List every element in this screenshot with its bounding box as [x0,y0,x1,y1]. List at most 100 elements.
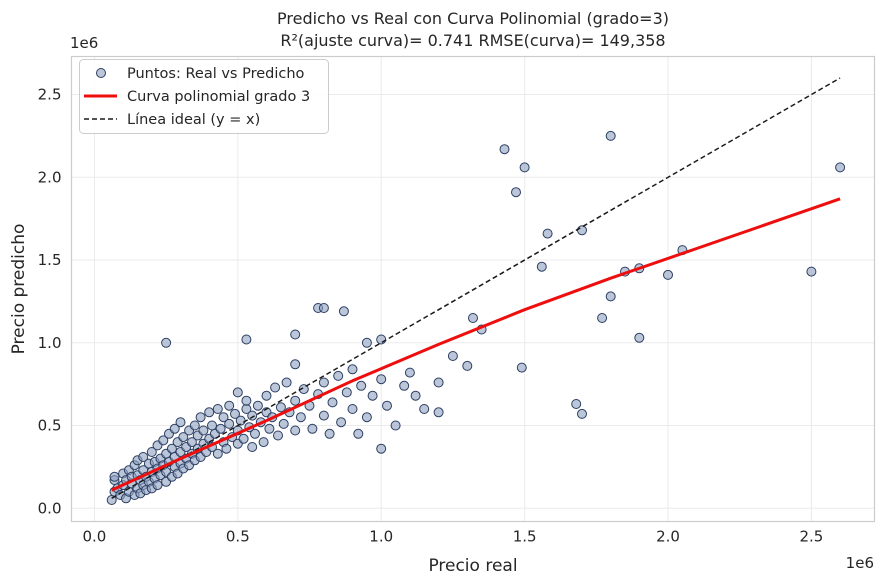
scatter-point [376,374,387,385]
x-tick-label: 2.0 [656,528,680,546]
scatter-point [258,437,269,448]
x-ticks: 0.0 0.5 1.0 1.5 2.0 2.5 [83,528,824,546]
y-axis-label: Precio predicho [9,224,29,355]
scatter-point [605,291,616,302]
plot-area [106,77,846,505]
x-tick-label: 1.5 [513,528,537,546]
y-tick-label: 0.0 [38,499,62,517]
scatter-point [410,390,421,401]
scatter-point [218,412,229,423]
scatter-point [577,408,587,419]
scatter-point [138,452,149,462]
scatter-point [152,480,163,491]
scatter-point [338,306,349,317]
y-tick-label: 1.0 [38,334,62,352]
scatter-point [356,380,367,391]
scatter-point [158,435,169,446]
scatter-point [189,420,200,431]
scatter-point [835,162,846,173]
scatter-point [404,367,415,378]
scatter-point [419,404,430,414]
scatter-point [290,425,301,436]
scatter-point [215,423,226,434]
y-ticks: 0.0 0.5 1.0 1.5 2.0 2.5 [38,86,62,518]
scatter-point [161,337,172,348]
scatter-point [270,382,281,393]
scatter-point [252,400,263,411]
y-tick-label: 1.5 [38,251,62,269]
scatter-point [221,443,232,454]
scatter-point [663,269,673,280]
scatter-point [597,313,608,323]
scatter-point [806,266,817,277]
scatter-point [347,404,358,414]
y-tick-label: 0.5 [38,417,62,435]
scatter-point [353,428,364,439]
x-tick-label: 1.0 [369,528,393,546]
scatter-point [499,144,510,155]
scatter-point [341,387,352,398]
scatter-point [361,337,372,348]
plot-frame [70,55,876,523]
scatter-point [278,418,289,429]
legend-marker-points [96,68,106,78]
y-tick-label: 2.5 [38,86,62,104]
chart-title: Predicho vs Real con Curva Polinomial (g… [277,9,669,28]
chart-subtitle: R²(ajuste curva)= 0.741 RMSE(curva)= 149… [280,31,665,50]
scatter-point [367,390,378,401]
scatter-point [224,418,235,429]
legend-label-ideal: Línea ideal (y = x) [127,112,260,128]
scatter-point [290,359,301,370]
scatter-point [230,408,240,419]
scatter-point [361,412,372,423]
scatter-point [207,420,217,431]
scatter-point [634,332,645,343]
scatter-point [186,437,197,448]
scatter-point [542,228,553,239]
scatter-point [468,313,478,323]
scatter-point [290,329,301,340]
scatter-point [169,423,180,434]
scatter-point [390,420,401,431]
scatter-point [178,432,189,443]
scatter-point [433,377,444,388]
scatter-point [261,390,272,401]
scatter-point [146,447,157,457]
scatter-point [275,402,286,413]
scatter-point [281,377,292,388]
ideal-line [111,77,841,499]
scatter-point [175,417,186,428]
scatter-point [433,407,444,418]
x-axis-label: Precio real [428,556,517,576]
legend-box [79,59,329,134]
scatter-point [235,415,246,426]
scatter-point [195,412,206,423]
y-tick-label: 2.0 [38,168,62,186]
legend-label-points: Puntos: Real vs Predicho [127,66,305,82]
scatter-point [318,410,329,421]
scatter-point [224,400,235,411]
scatter-point [264,423,275,434]
scatter-point [333,370,344,381]
scatter-point [232,387,243,398]
scatter-point [273,430,283,441]
scatter-point [290,395,301,406]
scatter-point [247,442,258,452]
scatter-point [571,399,582,409]
scatter-point [516,362,527,373]
scatter-point [324,428,335,439]
scatter-point [511,187,521,198]
scatter-point [347,364,358,375]
scatter-point [198,425,209,436]
scatter-point [605,130,616,141]
scatter-point [212,404,223,414]
scatter-point [241,334,252,345]
x-tick-label: 0.5 [226,528,250,546]
scatter-point [307,423,318,434]
scatter-point [212,448,223,459]
grid [71,56,875,522]
scatter-point [327,397,338,408]
scatter-point [447,351,458,361]
scatter-point [250,428,260,439]
